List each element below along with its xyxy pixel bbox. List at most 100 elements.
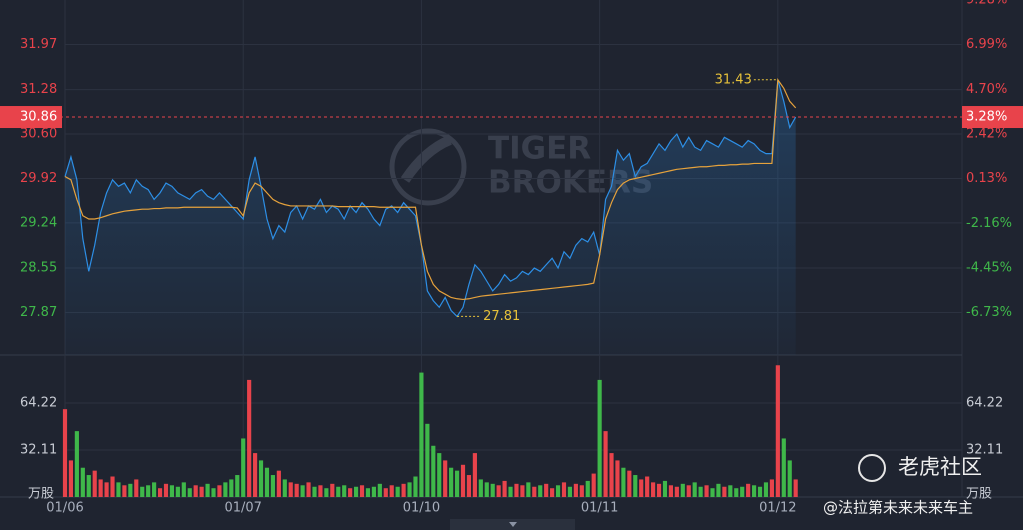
volume-bar [217, 485, 222, 497]
volume-bar [662, 480, 668, 497]
volume-bar [781, 438, 786, 497]
volume-bar [716, 483, 721, 497]
volume-bar [609, 453, 614, 497]
volume-bar [354, 486, 359, 497]
volume-bar [229, 479, 234, 497]
y2-tick-label: 6.99% [966, 37, 1007, 52]
volume-bar [389, 485, 394, 497]
volume-bar [247, 379, 252, 497]
volume-bar [550, 488, 555, 497]
volume-bar [359, 485, 365, 497]
volume-tick-label: 64.22 [966, 396, 1003, 411]
volume-bar [401, 483, 406, 497]
volume-bar [746, 483, 751, 497]
volume-bar [62, 409, 68, 497]
volume-bar [431, 445, 436, 497]
volume-bar [270, 475, 275, 497]
volume-bar [508, 486, 513, 497]
y-tick-label: 28.55 [20, 261, 57, 276]
price-line [64, 79, 797, 318]
volume-bar [122, 485, 127, 497]
volume-bar [383, 488, 388, 497]
volume-bar [514, 483, 519, 497]
volume-bar [532, 486, 537, 497]
volume-bar [656, 483, 662, 497]
volume-bar [264, 467, 270, 497]
volume-bar [757, 486, 763, 497]
volume-bar [526, 482, 531, 497]
volume-tick-label: 64.22 [20, 396, 57, 411]
volume-bar [728, 485, 733, 497]
volume-bar [555, 485, 561, 497]
footer-brand: 老虎社区 [898, 455, 982, 479]
volume-bar [92, 470, 97, 497]
y2-tick-label: -2.16% [966, 216, 1012, 231]
volume-bar [561, 482, 567, 497]
volume-bar [651, 482, 656, 497]
y-tick-label: 27.87 [20, 305, 57, 320]
volume-bar [330, 483, 335, 497]
volume-bar [348, 488, 353, 497]
volume-bar [104, 482, 109, 497]
volume-bar [294, 483, 299, 497]
volume-bar [680, 483, 685, 497]
volume-bar [775, 365, 780, 497]
volume-bar [621, 467, 626, 497]
volume-bar [704, 485, 709, 497]
volume-bar [98, 479, 103, 497]
volume-bar [157, 488, 163, 497]
volume-bar [454, 470, 460, 497]
y2-tick-label: 2.42% [966, 126, 1007, 141]
volume-bar [312, 486, 317, 497]
footer: 老虎社区 @法拉第未来未来车主 [823, 454, 982, 517]
volume-unit: 万股 [28, 487, 54, 502]
footer-author: @法拉第未来未来车主 [823, 499, 973, 517]
last-change-box [962, 106, 1023, 129]
volume-bar [686, 485, 691, 497]
volume-bar [419, 372, 424, 497]
volume-bar [793, 479, 798, 497]
x-tick-label: 01/12 [759, 501, 796, 516]
y2-tick-label: -6.73% [966, 305, 1012, 320]
y-tick-label: 29.92 [20, 171, 57, 186]
volume-bar [722, 486, 727, 497]
volume-bar [627, 470, 632, 497]
volume-unit: 万股 [966, 487, 992, 502]
volume-bar [425, 423, 430, 497]
y-tick-label: 30.60 [20, 127, 57, 142]
x-tick-label: 01/06 [46, 501, 83, 516]
volume-bar [288, 482, 293, 497]
volume-bar [324, 488, 329, 497]
y-tick-label: 29.24 [20, 215, 57, 230]
volume-bar [585, 480, 590, 497]
volume-bar [484, 482, 489, 497]
last-price-box [0, 106, 62, 129]
volume-bar [163, 483, 169, 497]
volume-bar [235, 475, 240, 497]
watermark-logo [400, 135, 453, 183]
volume-bar [336, 486, 341, 497]
volume-bar [377, 483, 382, 497]
volume-bar [544, 483, 549, 497]
watermark-logo [389, 128, 467, 206]
volume-tick-label: 32.11 [966, 443, 1003, 458]
volume-bar [80, 467, 85, 497]
volume-bar [146, 485, 151, 497]
volume-bar [449, 467, 454, 497]
volume-bar [579, 485, 584, 497]
volume-bar [502, 480, 507, 497]
price-area [65, 79, 796, 355]
volume-bar [466, 475, 472, 497]
volume-bar [538, 485, 543, 497]
high-label: 31.43 [715, 72, 752, 87]
volume-bar [152, 482, 157, 497]
volume-bar [134, 479, 139, 497]
volume-bar [478, 479, 483, 497]
volume-bar [193, 485, 198, 497]
volume-bar [633, 475, 638, 497]
volume-bar [306, 482, 311, 497]
volume-bar [395, 486, 400, 497]
volume-bar [258, 460, 264, 497]
volume-bar [175, 486, 180, 497]
